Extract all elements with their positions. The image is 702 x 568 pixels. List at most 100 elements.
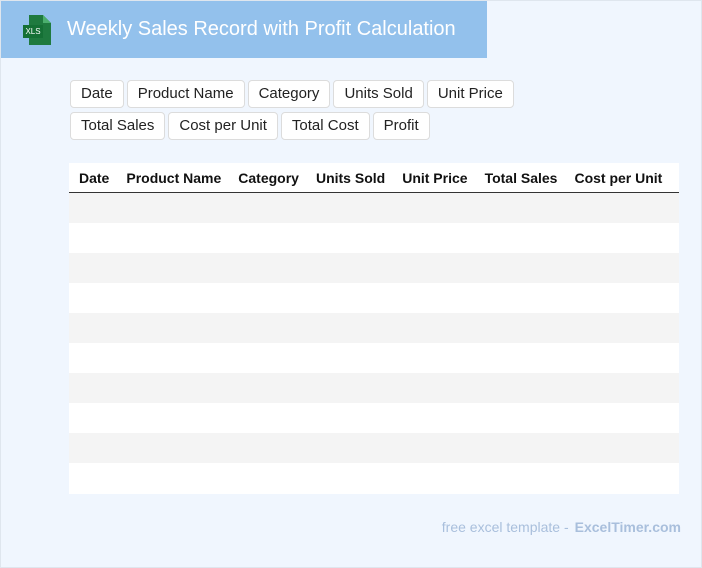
- table-cell: [474, 343, 565, 373]
- table-cell: [669, 253, 679, 283]
- table-cell: [69, 463, 117, 493]
- table-cell: [228, 343, 306, 373]
- column-tag: Cost per Unit: [168, 112, 278, 140]
- table-cell: [116, 433, 229, 463]
- column-tag: Profit: [372, 112, 430, 140]
- table-cell: [669, 463, 679, 493]
- column-header: Unit Price: [392, 163, 475, 193]
- table-cell: [392, 373, 475, 403]
- table-cell: [116, 373, 229, 403]
- table-cell: [392, 283, 475, 313]
- table-row: [69, 403, 679, 433]
- table-cell: [474, 433, 565, 463]
- icon-label: XLS: [25, 27, 40, 36]
- table-cell: [305, 463, 393, 493]
- table-cell: [669, 343, 679, 373]
- table-cell: [69, 313, 117, 343]
- table-cell: [392, 343, 475, 373]
- column-header: Total Sales: [474, 163, 565, 193]
- table-cell: [392, 313, 475, 343]
- column-tag: Product Name: [126, 80, 245, 108]
- table-cell: [305, 373, 393, 403]
- table-cell: [564, 463, 670, 493]
- footer-text: free excel template -: [441, 519, 569, 535]
- table-cell: [305, 283, 393, 313]
- table-row: [69, 463, 679, 493]
- table-cell: [228, 253, 306, 283]
- table-cell: [392, 253, 475, 283]
- table-cell: [474, 403, 565, 433]
- title: Weekly Sales Record with Profit Calculat…: [67, 18, 456, 40]
- column-tag: Date: [70, 80, 124, 108]
- footer: free excel template - ExcelTimer.com: [442, 519, 681, 535]
- column-header: Units Sold: [305, 163, 393, 193]
- table-cell: [305, 313, 393, 343]
- table-cell: [392, 223, 475, 253]
- table-cell: [228, 283, 306, 313]
- table-cell: [474, 283, 565, 313]
- table-cell: [69, 253, 117, 283]
- table-cell: [69, 343, 117, 373]
- table-cell: [474, 253, 565, 283]
- table-cell: [69, 192, 117, 223]
- column-header: Cost per Unit: [564, 163, 670, 193]
- table-cell: [564, 433, 670, 463]
- table: Date Product Name Category Units Sold Unit P…: [69, 163, 679, 494]
- table-row: [69, 343, 679, 373]
- table-cell: [305, 223, 393, 253]
- table-cell: [474, 463, 565, 493]
- table-cell: [392, 192, 475, 223]
- table-cell: [228, 223, 306, 253]
- table-cell: [305, 343, 393, 373]
- table-cell: [669, 373, 679, 403]
- table-cell: [564, 403, 670, 433]
- table-cell: [564, 343, 670, 373]
- table-cell: [474, 313, 565, 343]
- table-row: [69, 373, 679, 403]
- table-cell: [69, 223, 117, 253]
- table-cell: [305, 192, 393, 223]
- table-cell: [474, 192, 565, 223]
- table-cell: [305, 403, 393, 433]
- table-cell: [228, 463, 306, 493]
- table-cell: [564, 253, 670, 283]
- column-header: Category: [228, 163, 306, 193]
- table-cell: [116, 223, 229, 253]
- header: XLS Weekly Sales Record with Profit Calc…: [1, 1, 487, 58]
- table-cell: [116, 343, 229, 373]
- table-cell: [228, 373, 306, 403]
- table-cell: [116, 283, 229, 313]
- footer-brand[interactable]: ExcelTimer.com: [574, 519, 681, 535]
- table-cell: [69, 283, 117, 313]
- table-cell: [669, 403, 679, 433]
- table-row: [69, 433, 679, 463]
- table-cell: [69, 433, 117, 463]
- table-cell: [474, 373, 565, 403]
- table-cell: [116, 253, 229, 283]
- table-cell: [564, 223, 670, 253]
- table-row: [69, 313, 679, 343]
- column-header: Product Name: [116, 163, 229, 193]
- table-cell: [669, 433, 679, 463]
- table-cell: [564, 373, 670, 403]
- table-cell: [474, 223, 565, 253]
- column-tag: Unit Price: [426, 80, 514, 108]
- table-cell: [564, 283, 670, 313]
- column-tag: Total Sales: [70, 112, 166, 140]
- table-cell: [116, 463, 229, 493]
- table-cell: [228, 403, 306, 433]
- table-row: [69, 192, 679, 223]
- column-tags: Date Product Name Category Units Sold Unit P…: [70, 80, 610, 140]
- table-row: [69, 283, 679, 313]
- table-cell: [564, 192, 670, 223]
- xls-icon: XLS: [23, 15, 51, 45]
- table-cell: [116, 313, 229, 343]
- table-cell: [228, 313, 306, 343]
- table-cell: [305, 253, 393, 283]
- table-header: Date Product Name Category Units Sold Unit P…: [69, 163, 679, 193]
- table-cell: [669, 283, 679, 313]
- table-cell: [116, 403, 229, 433]
- table-cell: [228, 192, 306, 223]
- column-tag: Total Cost: [280, 112, 370, 140]
